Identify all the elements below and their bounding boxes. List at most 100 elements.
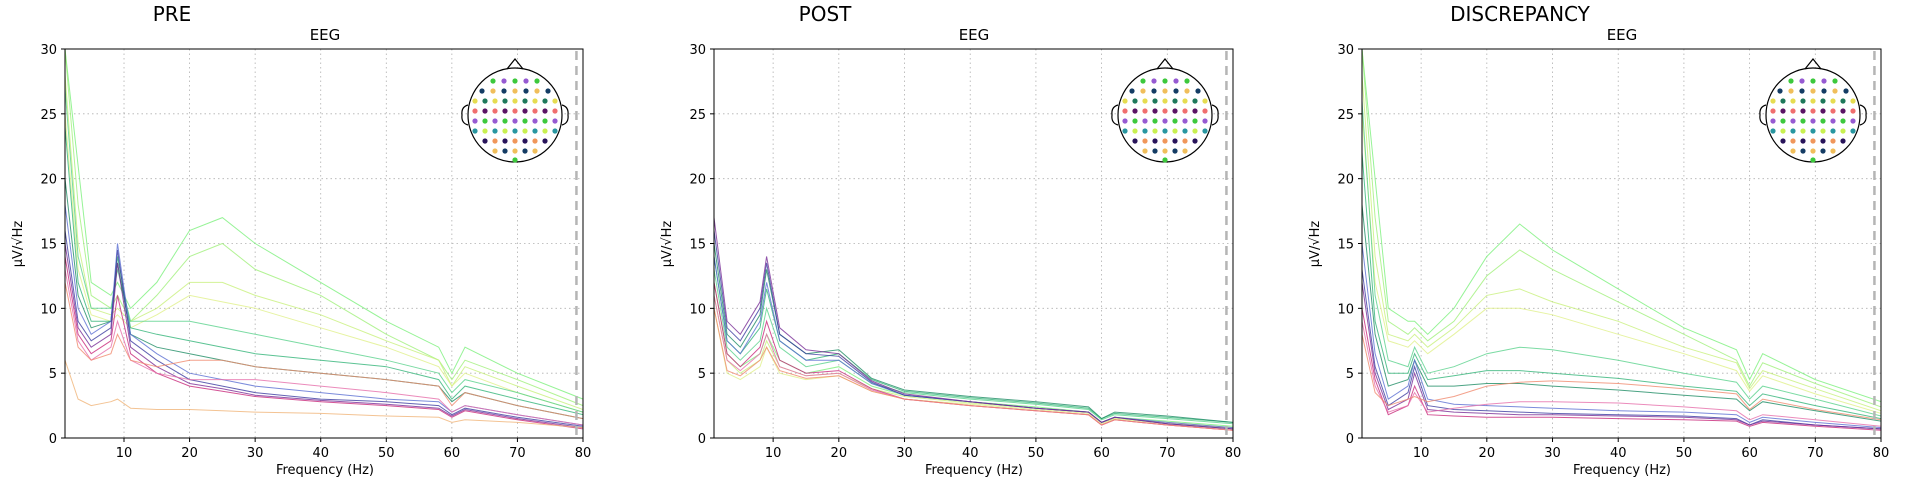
- y-tick-label: 10: [689, 302, 706, 317]
- sensor-dot: [534, 88, 540, 94]
- sensor-dot: [1182, 118, 1188, 124]
- psd-trace: [65, 87, 583, 413]
- sensor-dot: [1810, 78, 1816, 84]
- y-tick-label: 5: [698, 367, 706, 382]
- sensor-dot: [1799, 78, 1805, 84]
- sensor-dot: [1162, 157, 1168, 163]
- psd-trace: [1362, 321, 1881, 427]
- sensor-dot: [1162, 78, 1168, 84]
- y-tick-label: 20: [40, 173, 57, 188]
- sensor-dot: [1202, 108, 1208, 114]
- sensor-dot: [512, 108, 518, 114]
- sensor-dot: [492, 118, 498, 124]
- sensor-dot: [1140, 78, 1146, 84]
- sensor-dot: [1182, 98, 1188, 104]
- sensor-dot: [523, 78, 529, 84]
- sensor-dot: [1821, 78, 1827, 84]
- sensor-dot: [1192, 138, 1198, 144]
- right-ear-icon: [1859, 104, 1867, 126]
- psd-trace: [714, 243, 1233, 423]
- sensor-dot: [1151, 88, 1157, 94]
- sensor-dot: [1788, 78, 1794, 84]
- sensor-dot: [501, 78, 507, 84]
- left-ear-icon: [1111, 104, 1119, 126]
- x-tick-label: 70: [1159, 446, 1176, 461]
- sensor-dot: [1800, 118, 1806, 124]
- panel-pre: PRE EEG Frequency (Hz) µV/√Hz 10 20 30 40 50…: [11, 2, 591, 478]
- sensor-dot: [545, 88, 551, 94]
- sensor-dot: [1830, 138, 1836, 144]
- sensor-dot: [1129, 88, 1135, 94]
- sensor-dot: [1162, 88, 1168, 94]
- sensor-dot: [1184, 88, 1190, 94]
- sensor-dot: [1152, 118, 1158, 124]
- sensor-dot: [1777, 88, 1783, 94]
- x-tick-label: 50: [1676, 446, 1693, 461]
- psd-trace: [65, 49, 583, 407]
- sensor-dot: [1820, 118, 1826, 124]
- sensor-dot: [1820, 108, 1826, 114]
- sensor-dot: [552, 128, 558, 134]
- psd-trace: [65, 282, 583, 420]
- sensor-dot: [1173, 78, 1179, 84]
- sensor-dot: [1799, 88, 1805, 94]
- psd-trace: [65, 113, 583, 413]
- psd-trace: [65, 178, 583, 420]
- sensor-dot: [1830, 108, 1836, 114]
- x-tick-label: 60: [1093, 446, 1110, 461]
- sensor-dot: [501, 88, 507, 94]
- sensor-dot: [1770, 98, 1776, 104]
- x-tick-label: 30: [896, 446, 913, 461]
- sensor-dot: [512, 128, 518, 134]
- sensor-dot: [1810, 88, 1816, 94]
- x-tick-label: 70: [509, 446, 526, 461]
- sensor-dot: [472, 128, 478, 134]
- sensor-dot: [482, 98, 488, 104]
- nose-icon: [506, 58, 524, 70]
- sensor-dot: [532, 128, 538, 134]
- x-tick-label: 50: [378, 446, 395, 461]
- sensor-dot: [522, 118, 528, 124]
- panel-post: POST EEG Frequency (Hz) µV/√Hz 10 20 30 40 5…: [660, 2, 1241, 478]
- sensor-dot: [1780, 118, 1786, 124]
- sensor-dot: [512, 98, 518, 104]
- sensor-dot: [1770, 108, 1776, 114]
- sensor-dot: [1800, 148, 1806, 154]
- sensor-dot: [1182, 128, 1188, 134]
- sensor-dot: [1162, 138, 1168, 144]
- left-ear-icon: [461, 104, 469, 126]
- sensor-dot: [523, 88, 529, 94]
- sensor-dot: [1780, 98, 1786, 104]
- y-tick-label: 10: [40, 302, 57, 317]
- y-tick-label: 5: [49, 367, 57, 382]
- psd-trace: [714, 295, 1233, 431]
- y-tick-label: 25: [40, 108, 57, 123]
- psd-trace: [65, 256, 583, 430]
- sensor-dot: [1850, 98, 1856, 104]
- sensor-dot: [1172, 138, 1178, 144]
- sensor-dot: [1840, 98, 1846, 104]
- y-tick-label: 20: [689, 173, 706, 188]
- sensor-dot: [1820, 138, 1826, 144]
- sensor-dot: [1142, 128, 1148, 134]
- sensor-dot: [1182, 148, 1188, 154]
- sensor-dot: [1800, 108, 1806, 114]
- sensor-dot: [1142, 118, 1148, 124]
- y-tick-label: 0: [49, 432, 57, 447]
- sensor-dot: [512, 88, 518, 94]
- sensor-dot: [1810, 98, 1816, 104]
- sensor-dot: [1832, 78, 1838, 84]
- psd-traces: [65, 49, 583, 430]
- sensor-dot: [1780, 108, 1786, 114]
- sensor-dot: [502, 98, 508, 104]
- sensor-dot: [1800, 128, 1806, 134]
- nose-icon: [1156, 58, 1174, 70]
- psd-trace: [65, 230, 583, 427]
- sensor-dot: [1840, 128, 1846, 134]
- x-axis-label: Frequency (Hz): [1573, 463, 1671, 478]
- sensor-dot: [532, 108, 538, 114]
- nose-icon: [1804, 58, 1822, 70]
- y-tick-label: 0: [1346, 432, 1354, 447]
